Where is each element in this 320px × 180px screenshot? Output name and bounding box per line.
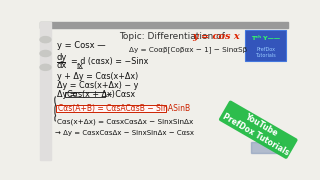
Bar (40, 22, 51, 160)
FancyBboxPatch shape (56, 105, 166, 112)
Bar (40, 22, 288, 28)
Text: Tutorials: Tutorials (255, 53, 276, 58)
Text: fx: fx (77, 63, 83, 69)
Text: Δy = Coαβ[Coβαx − 1] − SinαSβ: Δy = Coαβ[Coβαx − 1] − SinαSβ (129, 46, 248, 53)
Text: Δy = Cαs(x+Δx) − y: Δy = Cαs(x+Δx) − y (57, 81, 138, 90)
Circle shape (40, 50, 51, 57)
Text: y + Δy = Cαs(x+Δx): y + Δy = Cαs(x+Δx) (57, 72, 138, 81)
Text: Cαs(x + Δx): Cαs(x + Δx) (67, 90, 115, 99)
Text: − Cαsx: − Cαsx (106, 90, 135, 99)
Text: → Δy = CαsxCαsΔx − SinxSinΔx − Cαsx: → Δy = CαsxCαsΔx − SinxSinΔx − Cαsx (55, 130, 194, 136)
Text: y = cos x: y = cos x (193, 32, 240, 41)
Circle shape (40, 64, 51, 70)
FancyBboxPatch shape (245, 30, 286, 61)
Text: Cαs(x+Δx) = CαsxCαsΔx − SinxSinΔx: Cαs(x+Δx) = CαsxCαsΔx − SinxSinΔx (57, 118, 194, 125)
Text: = d (cαsx) = −Sinx: = d (cαsx) = −Sinx (71, 57, 148, 66)
Text: y = Cosx —: y = Cosx — (57, 41, 106, 50)
Circle shape (40, 37, 51, 43)
Text: PrefDox: PrefDox (256, 47, 275, 52)
Text: Tᵉʰ Y——: Tᵉʰ Y—— (251, 36, 280, 41)
Text: Topic: Differentiation of: Topic: Differentiation of (119, 32, 228, 41)
Bar (251, 142, 281, 153)
Text: dy: dy (57, 53, 67, 62)
Text: dx: dx (57, 61, 67, 70)
Text: Cαs(A+B) = CαsACαsB − SinASinB: Cαs(A+B) = CαsACαsB − SinASinB (58, 104, 190, 113)
Text: YouTube
PrefDox Tutorials: YouTube PrefDox Tutorials (221, 103, 296, 157)
Text: Δy =: Δy = (57, 90, 79, 99)
